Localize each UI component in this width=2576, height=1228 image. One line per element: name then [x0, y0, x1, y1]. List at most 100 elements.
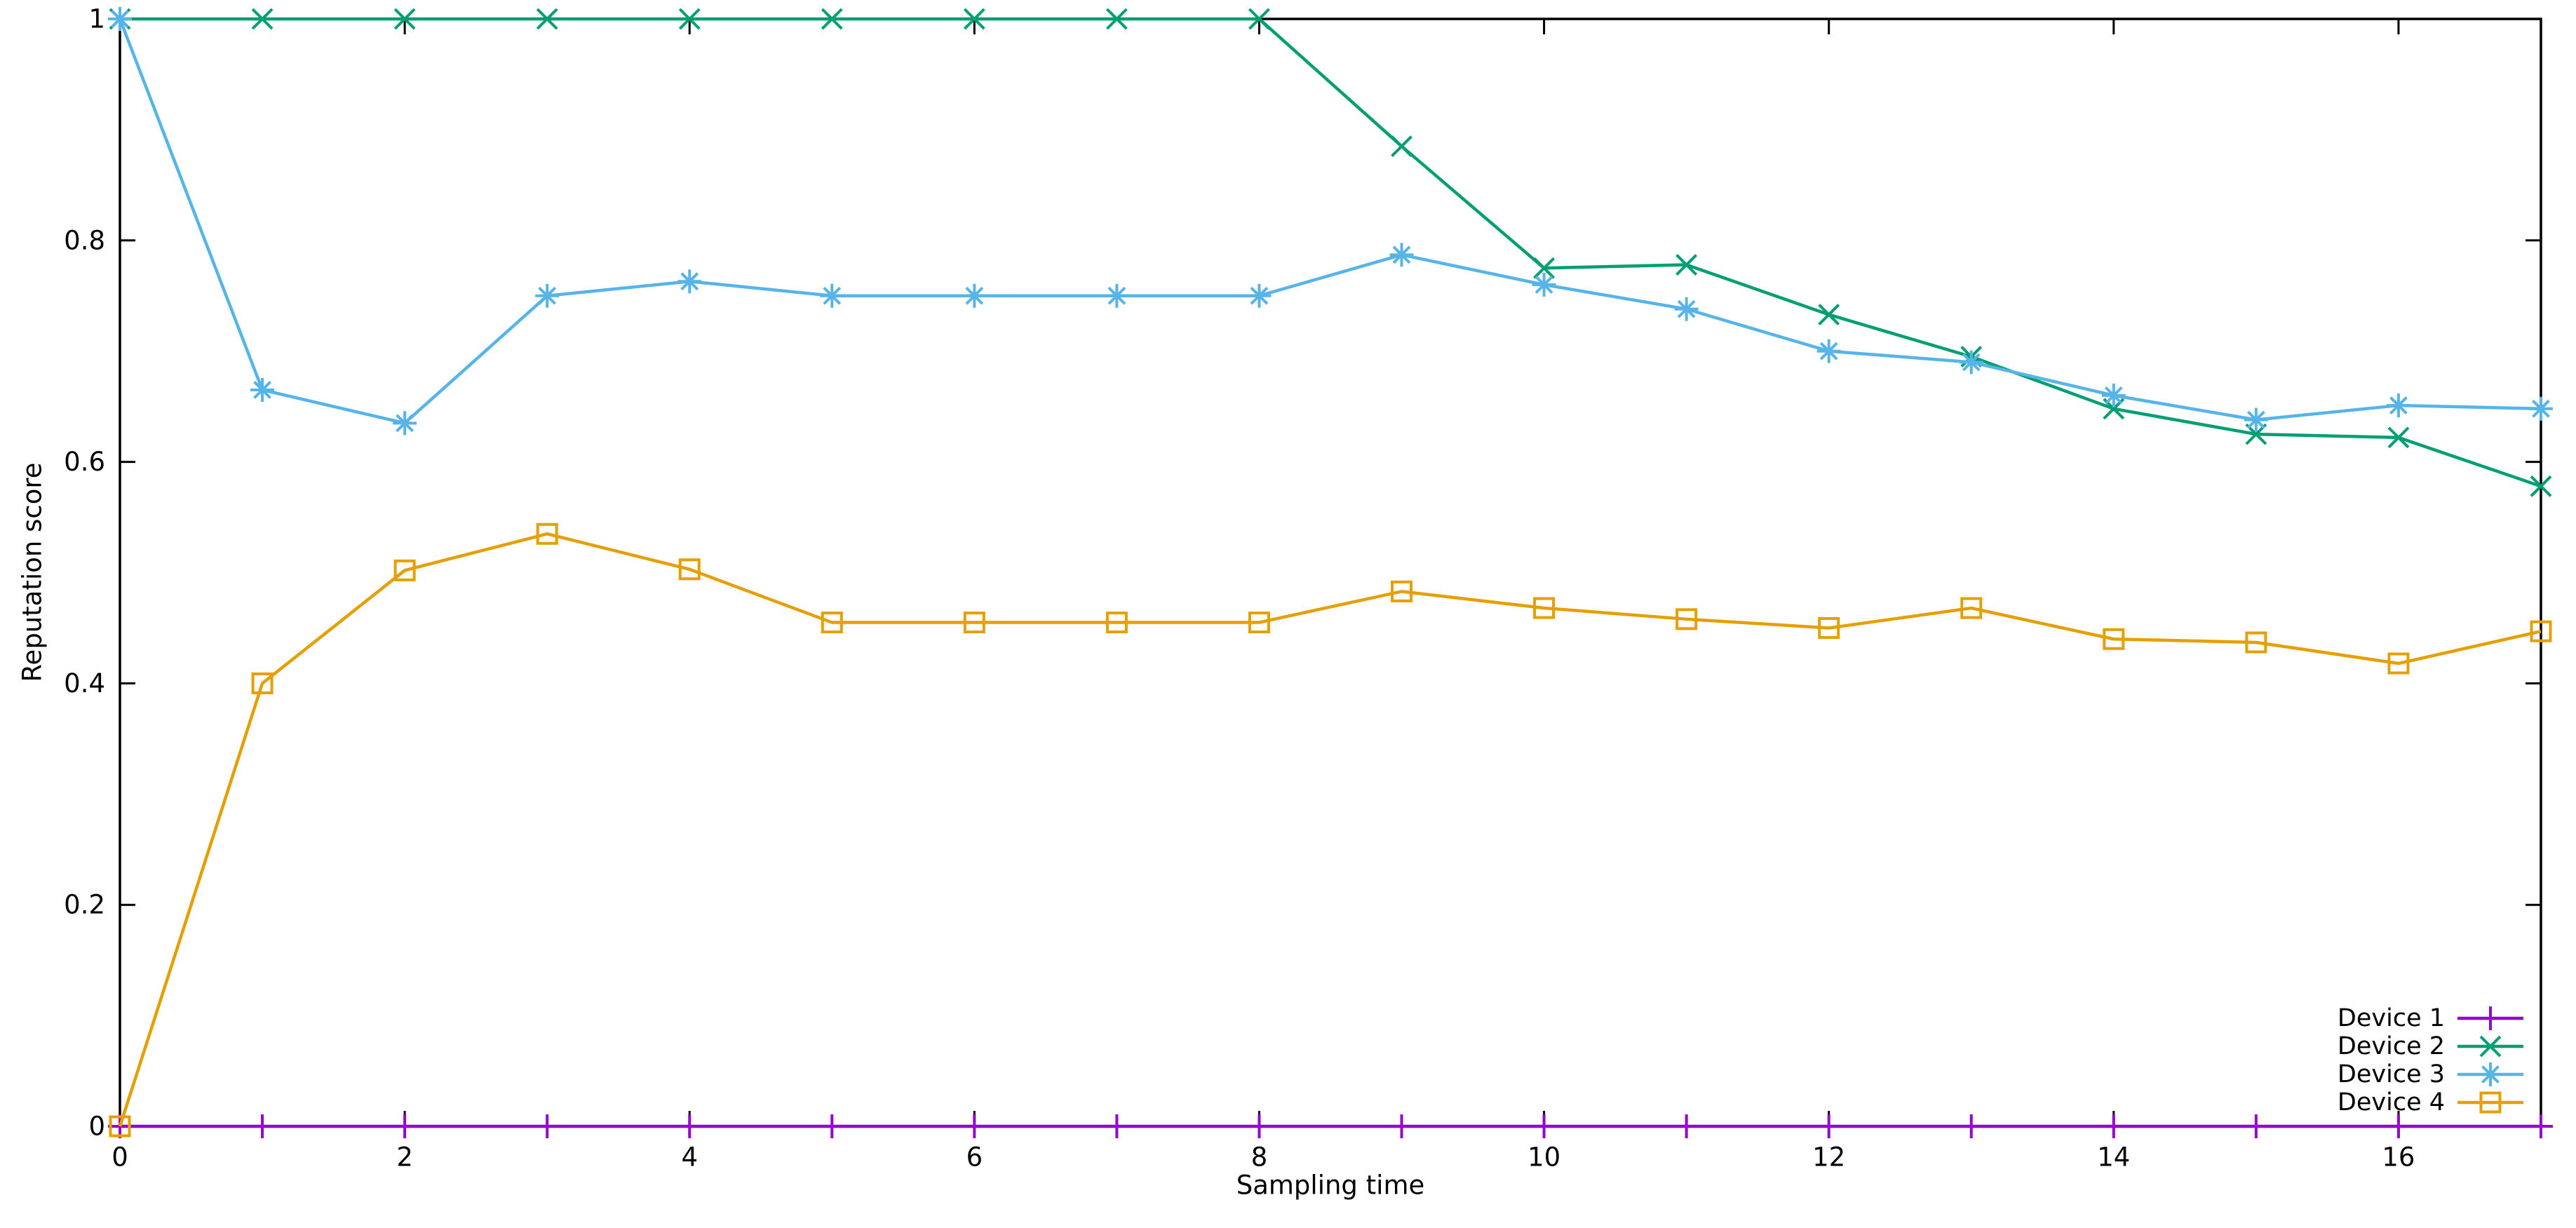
tick-labels: 0 2 4 6 8 10 12 14 16 0 0.2 0.4 0.6 0.8 1: [64, 4, 2415, 1173]
device-1-markers: [108, 1114, 2553, 1138]
x-tick-label-14: 14: [2097, 1142, 2130, 1173]
device-2-cross-marker-2: [393, 8, 416, 30]
device-3-asterisk-marker-1: [250, 377, 275, 402]
device-4-square-marker-5: [821, 612, 843, 634]
device-3-asterisk-marker-5: [820, 283, 844, 308]
device-3-asterisk-marker-3: [535, 283, 560, 308]
device-2-cross-marker-6: [963, 8, 985, 30]
legend-label-device-4: Device 4: [2338, 1088, 2445, 1116]
device-1-plus-marker-1: [250, 1114, 275, 1138]
device-3-asterisk-marker-13: [1959, 350, 1983, 375]
device-1-plus-marker-13: [1959, 1114, 1983, 1138]
y-tick-label-1: 1: [88, 4, 105, 34]
device-1-plus-marker-12: [1816, 1114, 1841, 1138]
device-4-square-marker-14: [2103, 628, 2125, 650]
x-tick-label-10: 10: [1528, 1142, 1560, 1173]
device-4-square-marker-3: [536, 522, 558, 545]
device-4-square-marker-7: [1105, 612, 1128, 634]
device-2-cross-marker-4: [678, 8, 701, 30]
legend-cross-marker-icon: [2479, 1035, 2502, 1058]
device-2-cross-marker-8: [1248, 8, 1270, 30]
device-3-asterisk-marker-9: [1389, 243, 1414, 267]
device-1-plus-marker-11: [1674, 1114, 1699, 1138]
device-1-plus-marker-6: [962, 1114, 987, 1138]
device-1-plus-marker-16: [2386, 1114, 2410, 1138]
device-3-asterisk-marker-16: [2386, 393, 2410, 418]
device-1-plus-marker-7: [1105, 1114, 1129, 1138]
legend-item-device-3: Device 3: [2338, 1060, 2523, 1088]
legend-item-device-1: Device 1: [2338, 1004, 2523, 1032]
device-4-square-marker-10: [1533, 597, 1556, 619]
device-1-plus-marker-9: [1389, 1114, 1414, 1138]
legend-label-device-1: Device 1: [2338, 1004, 2445, 1032]
device-1-plus-marker-10: [1532, 1114, 1556, 1138]
legend-item-device-4: Device 4: [2338, 1088, 2523, 1116]
device-2-cross-marker-5: [821, 8, 843, 30]
device-4-square-marker-1: [251, 672, 274, 694]
x-tick-label-16: 16: [2382, 1142, 2415, 1173]
legend-label-device-3: Device 3: [2338, 1060, 2445, 1088]
device-2-cross-marker-17: [2530, 475, 2552, 497]
device-2-cross-marker-10: [1533, 257, 1556, 279]
device-4-square-marker-11: [1675, 608, 1698, 630]
device-1-plus-marker-14: [2101, 1114, 2126, 1138]
device-2-line: [120, 17, 2542, 488]
series-device-1: [108, 1114, 2553, 1138]
plot-border: [119, 18, 2542, 1128]
device-2-cross-marker-16: [2387, 426, 2410, 449]
device-4-square-marker-0: [109, 1115, 131, 1138]
device-4-square-marker-9: [1391, 580, 1413, 602]
device-4-markers: [109, 522, 2552, 1138]
legend-item-device-2: Device 2: [2338, 1032, 2523, 1060]
device-1-plus-marker-15: [2244, 1114, 2268, 1138]
device-3-asterisk-marker-8: [1247, 283, 1272, 308]
y-tick-label-0.2: 0.2: [64, 890, 105, 920]
device-4-square-marker-17: [2530, 620, 2552, 642]
legend-plus-marker-icon: [2479, 1006, 2502, 1030]
device-3-markers: [108, 7, 2553, 436]
device-3-asterisk-marker-0: [108, 7, 132, 31]
device-4-square-marker-12: [1818, 616, 1840, 639]
y-axis-title: Reputation score: [17, 462, 48, 682]
series-device-4: [109, 522, 2552, 1138]
device-3-asterisk-marker-4: [677, 269, 702, 294]
device-4-line: [118, 532, 2542, 1127]
device-4-square-marker-8: [1248, 612, 1270, 634]
device-3-asterisk-marker-7: [1105, 283, 1129, 308]
device-3-asterisk-marker-6: [962, 283, 987, 308]
series-device-3: [108, 7, 2553, 436]
device-1-plus-marker-8: [1247, 1114, 1272, 1138]
x-tick-label-0: 0: [112, 1142, 128, 1173]
device-4-square-marker-16: [2387, 652, 2410, 675]
y-tick-label-0.4: 0.4: [64, 668, 105, 699]
device-4-square-marker-4: [678, 558, 701, 581]
x-tick-label-8: 8: [1251, 1142, 1268, 1173]
x-tick-label-12: 12: [1812, 1142, 1845, 1173]
y-tick-label-0.6: 0.6: [64, 447, 105, 477]
device-1-plus-marker-5: [820, 1114, 844, 1138]
legend-square-marker-icon: [2479, 1091, 2502, 1114]
device-1-plus-marker-2: [393, 1114, 417, 1138]
y-tick-label-0.8: 0.8: [64, 225, 105, 255]
device-2-cross-marker-12: [1818, 304, 1840, 326]
device-3-asterisk-marker-17: [2529, 396, 2553, 421]
x-axis-title: Sampling time: [1236, 1170, 1425, 1201]
device-4-square-marker-6: [963, 612, 985, 634]
device-4-square-marker-13: [1960, 597, 1983, 619]
device-3-asterisk-marker-12: [1816, 339, 1841, 363]
device-2-cross-marker-3: [536, 8, 558, 30]
device-2-cross-marker-11: [1675, 254, 1698, 276]
device-3-asterisk-marker-15: [2244, 407, 2268, 432]
x-tick-label-2: 2: [396, 1142, 413, 1173]
device-3-asterisk-marker-11: [1674, 297, 1699, 321]
device-1-plus-marker-17: [2529, 1114, 2553, 1138]
device-3-asterisk-marker-14: [2101, 383, 2126, 407]
device-2-cross-marker-7: [1105, 8, 1128, 30]
device-3-asterisk-marker-2: [393, 411, 417, 436]
device-2-cross-marker-9: [1391, 135, 1412, 157]
device-1-plus-marker-3: [535, 1114, 560, 1138]
legend-label-device-2: Device 2: [2338, 1032, 2445, 1060]
device-3-asterisk-marker-10: [1532, 272, 1556, 297]
